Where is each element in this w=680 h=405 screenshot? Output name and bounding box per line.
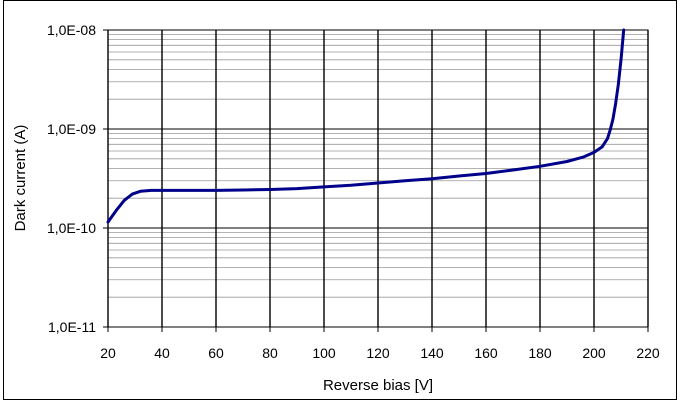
y-tick-label: 1,0E-09 [47, 121, 96, 137]
y-tick-label: 1,0E-11 [48, 319, 96, 335]
y-tick-label: 1,0E-10 [47, 220, 96, 236]
x-tick-label: 160 [474, 345, 498, 361]
x-tick-label: 140 [420, 345, 444, 361]
x-tick-label: 200 [582, 345, 606, 361]
series-layer [106, 28, 626, 224]
x-tick-labels: 20 40 60 80 100 120 140 160 180 200 220 [100, 345, 660, 361]
chart-border [3, 0, 677, 400]
x-tick-label: 180 [528, 345, 552, 361]
x-tick-label: 80 [262, 345, 278, 361]
x-axis-title: Reverse bias [V] [323, 377, 433, 394]
x-tick-label: 40 [154, 345, 170, 361]
series-line-0 [106, 28, 626, 224]
y-tick-labels: 1,0E-08 1,0E-09 1,0E-10 1,0E-11 [47, 22, 96, 335]
plot-area-border [107, 29, 649, 328]
x-tick-label: 20 [100, 345, 116, 361]
y-tick-label: 1,0E-08 [47, 22, 96, 38]
dark-current-chart: 20 40 60 80 100 120 140 160 180 200 220 1,0E-081,0… [3, 0, 677, 400]
chart-frame: 20 40 60 80 100 120 140 160 180 200 220 1,0E-08 1,0… [3, 0, 677, 400]
x-tick-label: 60 [208, 345, 224, 361]
x-tick-label: 120 [366, 345, 390, 361]
x-tick-label: 220 [636, 345, 660, 361]
x-tick-label: 100 [312, 345, 336, 361]
y-axis-title: Dark current (A) [12, 125, 29, 232]
